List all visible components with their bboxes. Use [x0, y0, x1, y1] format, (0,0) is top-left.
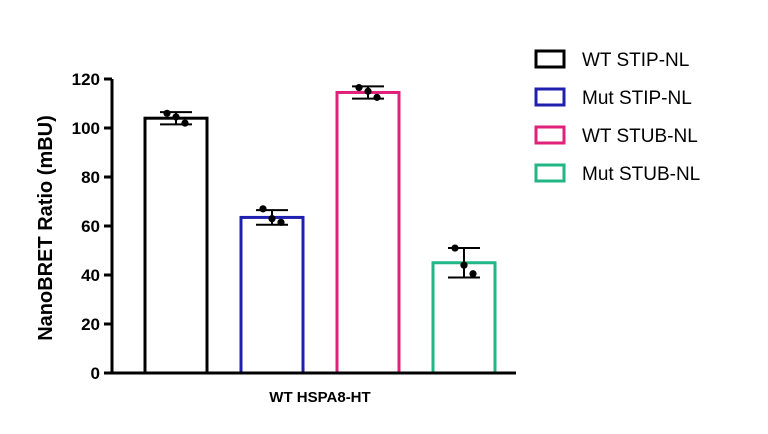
data-point	[277, 218, 285, 226]
y-tick-label: 100	[72, 119, 100, 138]
data-point	[373, 93, 381, 101]
data-point	[451, 244, 459, 252]
legend-label: WT STUB-NL	[582, 126, 698, 147]
y-tick-label: 80	[81, 168, 100, 187]
data-point	[181, 119, 189, 127]
legend-swatch	[534, 49, 566, 69]
data-point	[172, 113, 180, 121]
bar	[143, 116, 209, 375]
y-tick-label: 20	[81, 315, 100, 334]
data-point	[268, 215, 276, 223]
data-point	[469, 270, 477, 278]
x-axis-category-label: WT HSPA8-HT	[269, 389, 370, 406]
y-tick-label: 40	[81, 266, 100, 285]
data-point	[259, 205, 267, 213]
y-tick-label: 0	[91, 364, 100, 383]
y-tick-label: 120	[72, 70, 100, 89]
legend-label: Mut STUB-NL	[582, 164, 700, 185]
data-point	[355, 83, 363, 92]
bar	[335, 90, 401, 375]
data-point	[460, 261, 468, 269]
legend-label: Mut STIP-NL	[582, 88, 692, 109]
bar	[431, 261, 497, 375]
y-axis: 0 20 40 60 80 100 120	[72, 70, 114, 383]
data-point	[364, 87, 372, 95]
y-axis-title: NanoBRET Ratio (mBU)	[35, 115, 57, 341]
legend-swatch	[534, 163, 566, 183]
y-tick-label: 60	[81, 217, 100, 236]
legend-swatch	[534, 87, 566, 107]
bars	[143, 83, 497, 375]
data-point	[163, 109, 171, 117]
legend-swatch	[534, 125, 566, 145]
legend-label: WT STIP-NL	[582, 50, 689, 71]
legend: WT STIP-NL Mut STIP-NL WT STUB-NL Mut STUB-…	[534, 49, 700, 185]
bar	[239, 215, 305, 375]
